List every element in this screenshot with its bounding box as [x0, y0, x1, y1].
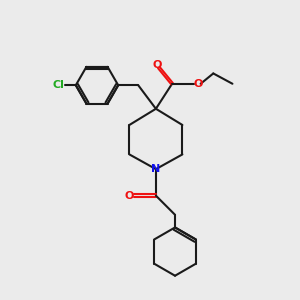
Text: Cl: Cl: [52, 80, 64, 90]
Text: N: N: [151, 164, 160, 174]
Text: O: O: [125, 190, 134, 201]
Text: O: O: [193, 79, 203, 89]
Text: O: O: [153, 60, 162, 70]
